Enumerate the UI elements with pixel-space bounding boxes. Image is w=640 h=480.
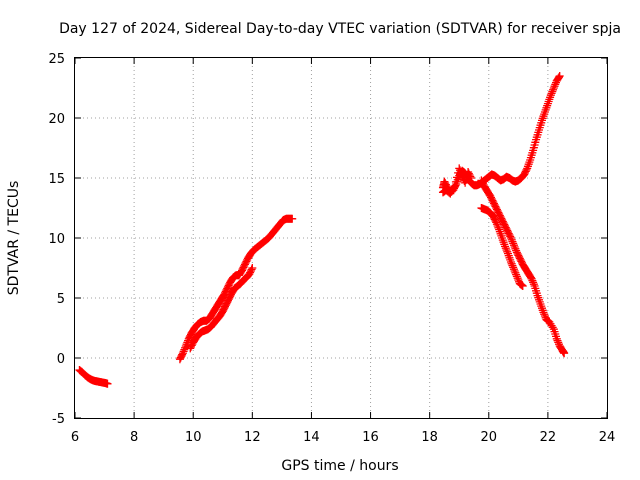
data-point — [509, 265, 518, 274]
x-tick-label: 12 — [244, 430, 261, 445]
data-point — [548, 87, 557, 96]
data-point — [529, 280, 538, 289]
y-tick-label: 10 — [48, 232, 65, 247]
data-point — [549, 85, 558, 94]
data-point — [502, 246, 511, 254]
data-point — [450, 182, 459, 191]
x-tick-label: 20 — [481, 430, 498, 445]
data-point — [501, 242, 510, 251]
data-series — [75, 72, 569, 388]
data-point — [511, 244, 520, 253]
data-point — [510, 267, 519, 275]
x-tick-label: 18 — [421, 430, 438, 445]
y-tick-label: 0 — [57, 352, 65, 367]
data-point — [553, 336, 562, 345]
data-point — [555, 72, 564, 80]
data-point — [539, 308, 548, 317]
y-tick-label: 20 — [48, 112, 65, 127]
data-point — [551, 80, 560, 89]
data-point — [529, 278, 538, 287]
x-tick-label: 16 — [362, 430, 379, 445]
data-point — [288, 214, 297, 223]
data-point — [180, 345, 189, 354]
data-point — [507, 259, 516, 268]
chart-title: Day 127 of 2024, Sidereal Day-to-day VTE… — [59, 21, 621, 37]
data-point — [510, 243, 519, 251]
data-point — [514, 276, 523, 284]
y-tick-label: 15 — [48, 172, 65, 187]
data-point — [457, 169, 466, 178]
data-point — [507, 235, 516, 244]
data-point — [506, 258, 515, 266]
y-tick-label: -5 — [52, 412, 65, 427]
data-point — [527, 274, 536, 283]
y-tick-label: 5 — [57, 292, 65, 307]
data-point — [528, 276, 537, 285]
data-point — [552, 334, 561, 343]
data-point — [492, 218, 501, 227]
data-point — [467, 174, 476, 182]
data-point — [508, 237, 517, 246]
data-point — [548, 323, 557, 332]
data-point — [546, 91, 555, 100]
data-point — [554, 338, 563, 347]
data-point — [550, 82, 559, 91]
data-point — [456, 168, 465, 176]
data-point — [547, 89, 556, 98]
grid — [75, 58, 607, 418]
x-tick-label: 14 — [303, 430, 320, 445]
data-point — [512, 270, 521, 279]
data-point — [509, 241, 518, 250]
axis-ticks: 6 8 10 12 14 16 18 20 22 24 -5 0 5 10 15 20 25 — [48, 52, 615, 445]
x-tick-label: 8 — [130, 430, 138, 445]
data-point — [511, 268, 520, 277]
data-point — [493, 222, 502, 230]
data-point — [513, 274, 522, 283]
data-point — [506, 234, 515, 242]
x-tick-label: 24 — [599, 430, 616, 445]
y-tick-label: 25 — [48, 52, 65, 67]
data-point — [503, 247, 512, 256]
data-point — [492, 220, 501, 229]
data-point — [540, 310, 549, 319]
data-point — [509, 263, 518, 272]
data-point — [512, 272, 521, 281]
data-point — [560, 349, 569, 358]
data-point — [455, 166, 464, 175]
data-point — [466, 172, 475, 181]
data-point — [494, 223, 503, 232]
data-point — [508, 261, 517, 270]
x-axis-label: GPS time / hours — [281, 458, 398, 474]
x-tick-label: 6 — [71, 430, 79, 445]
x-tick-label: 10 — [185, 430, 202, 445]
data-point — [509, 239, 518, 248]
data-point — [103, 379, 112, 388]
data-point — [455, 164, 464, 173]
plot-frame — [74, 57, 608, 419]
data-point — [248, 264, 257, 272]
x-tick-label: 22 — [540, 430, 557, 445]
data-point — [247, 265, 256, 274]
data-point — [522, 165, 531, 174]
data-point — [458, 171, 467, 180]
data-point — [540, 312, 549, 320]
data-point — [549, 84, 558, 92]
data-point — [554, 73, 563, 82]
data-point — [179, 347, 188, 356]
data-point — [449, 184, 458, 193]
data-point — [451, 177, 460, 186]
data-point — [178, 349, 187, 358]
y-axis-label: SDTVAR / TECUs — [6, 181, 22, 296]
data-point — [501, 244, 510, 253]
data-point — [518, 282, 527, 290]
